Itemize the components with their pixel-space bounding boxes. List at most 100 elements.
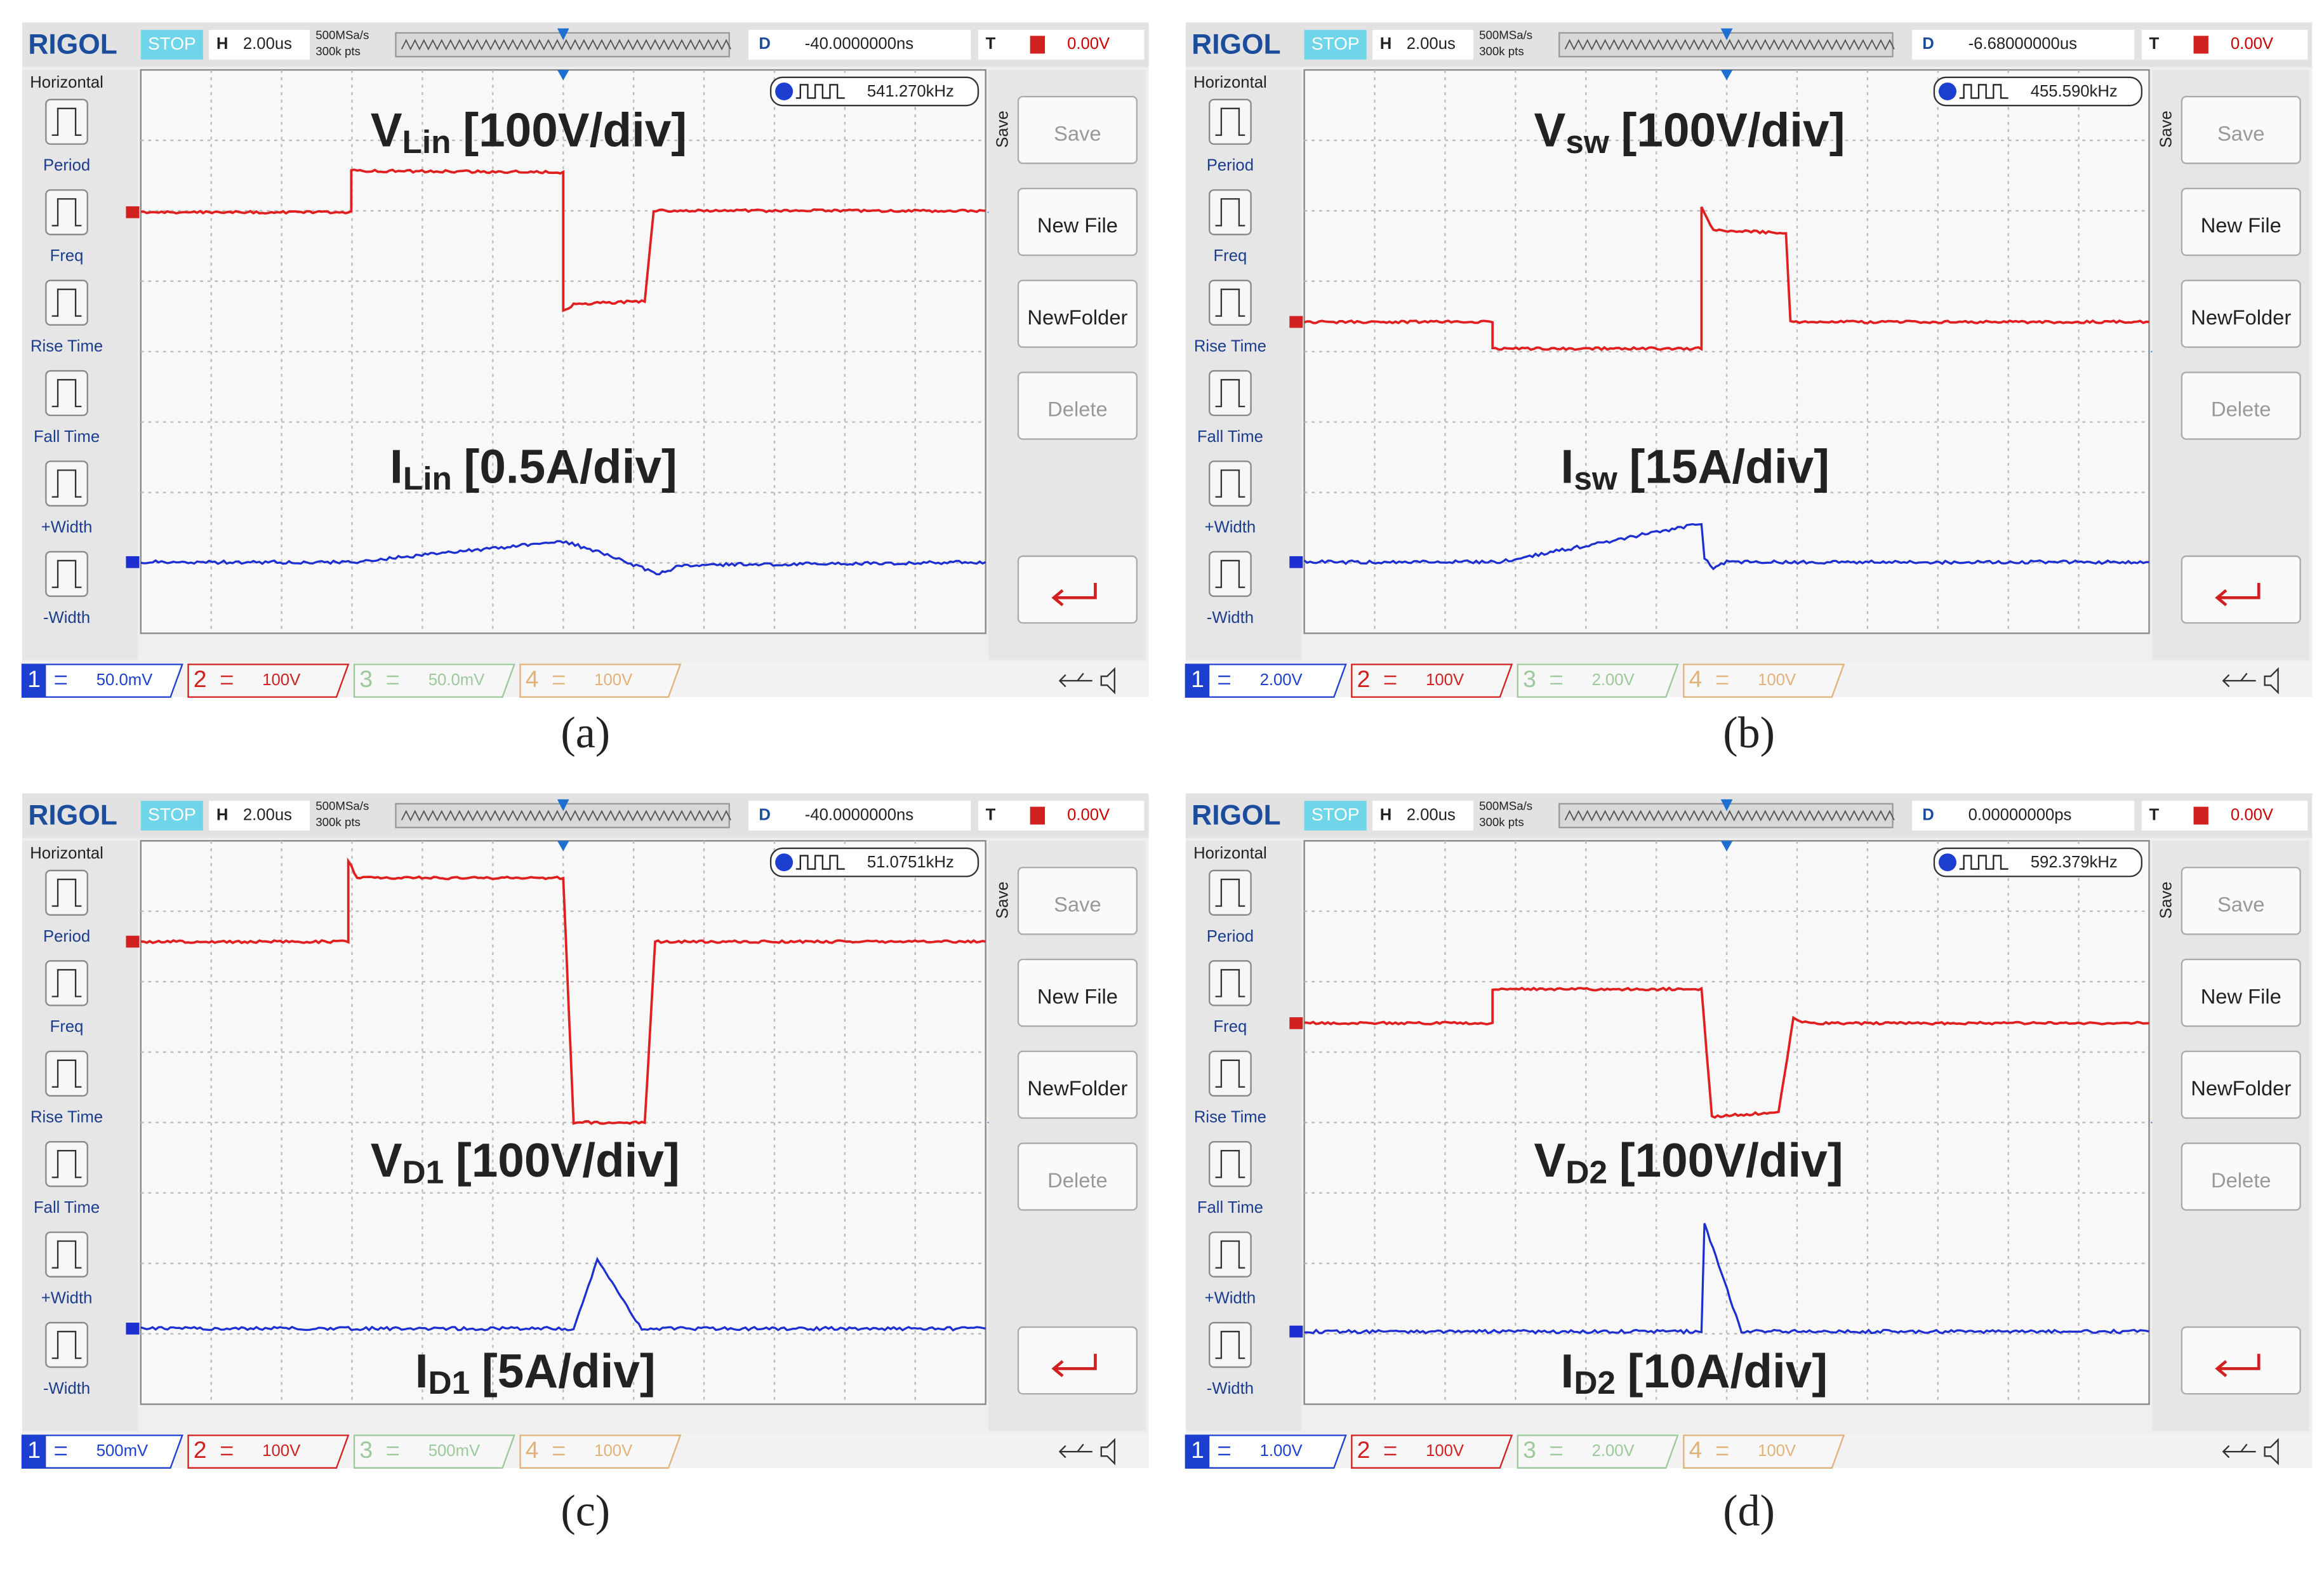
memory-depth: 300k pts [315,815,361,829]
channel-number: 4 [526,1436,539,1463]
trace-scale: [0.5A/div] [464,439,677,493]
trace-subscript: D1 [428,1365,470,1401]
channel-scale: 500mV [428,1442,481,1460]
timebase-label: H [1380,35,1392,53]
menu-button-label: New File [2201,984,2281,1008]
trace-symbol: V [371,1133,402,1187]
status: STOP [148,805,196,824]
channel-number: 3 [359,665,373,692]
return-button [1018,556,1137,623]
menu-item: Fall Time [1197,428,1263,446]
menu-icon [1209,552,1251,596]
menu-item: -Width [43,1380,90,1398]
menu-icon [46,1142,87,1186]
save-title: Save [2157,110,2175,148]
trigger-level: 0.00V [2231,806,2274,824]
save-title: Save [993,881,1011,919]
menu-icon [46,871,87,915]
trace-subscript: Lin [403,460,452,496]
trace-scale: [100V/div] [463,103,687,156]
sample-rate: 500MSa/s [1479,28,1532,41]
menu-button-label: New File [1037,984,1118,1008]
brand: RIGOL [28,29,117,60]
memory-depth: 300k pts [1479,815,1524,829]
menu-item: +Width [41,518,93,536]
menu-icon [46,281,87,325]
trace-subscript: sw [1574,460,1618,496]
menu-icon [1209,871,1251,915]
frequency: 592.379kHz [2031,853,2118,871]
scope-screen: RIGOL STOP H 2.00us 500MSa/s 300k pts D 0.00000… [1186,794,2312,1468]
menu-item: Period [1207,157,1254,175]
menu-icon [46,100,87,144]
trigger-level: 0.00V [2231,35,2274,53]
menu-item: Rise Time [30,1109,103,1126]
channel-number: 4 [1689,1436,1703,1463]
trace-subscript: sw [1565,123,1610,159]
trace-symbol: I [1561,1344,1574,1397]
menu-button-label: New File [1037,213,1118,237]
menu-item: Fall Time [34,428,100,446]
trigger-label: T [986,806,996,824]
menu-icon [1209,371,1251,415]
channel-number: 1 [27,1436,41,1463]
trigger-source [1030,807,1045,825]
status: STOP [1311,34,1360,53]
trace-subscript: D2 [1565,1154,1607,1190]
menu-icon [46,552,87,596]
menu-icon [1209,1052,1251,1096]
menu-icon [1209,1323,1251,1367]
timebase: 2.00us [243,35,292,53]
timebase: 2.00us [243,806,292,824]
menu-item: Period [43,928,90,945]
trigger-level: 0.00V [1067,806,1110,824]
channel-number: 2 [1357,1436,1371,1463]
trace-scale: [15A/div] [1630,439,1829,493]
menu-item: +Width [41,1289,93,1307]
channel1-marker [1289,1326,1303,1338]
trigger-source [1030,36,1045,53]
trigger-label: T [2149,35,2159,53]
channel2-marker [1289,316,1303,328]
menu-title: Horizontal [1193,74,1267,91]
menu-button-label: Save [2217,121,2264,145]
delay-label: D [759,806,771,824]
menu-title: Horizontal [1193,845,1267,862]
brand: RIGOL [1192,800,1280,831]
trace-symbol: V [1534,1133,1566,1187]
channel-scale: 100V [1758,671,1796,689]
menu-icon [46,1052,87,1096]
channel1-marker [1289,556,1303,568]
memory-depth: 300k pts [1479,44,1524,58]
trace-symbol: V [1534,103,1566,156]
menu-item: Fall Time [34,1199,100,1217]
menu-button-label: Delete [1047,397,1107,421]
trace-scale: [100V/div] [1619,1133,1843,1187]
caption: (a) [561,709,610,758]
menu-button-label: NewFolder [1027,305,1127,329]
menu-button-label: Save [2217,893,2264,916]
menu-button-label: Save [1054,893,1101,916]
channel2-marker [126,206,139,218]
channel-scale: 1.00V [1260,1442,1303,1460]
save-title: Save [993,110,1011,148]
delay: -40.0000000ns [805,806,913,824]
channel-scale: 100V [262,1442,301,1460]
channel-scale: 100V [1426,671,1464,689]
menu-item: -Width [1207,1380,1254,1398]
brand: RIGOL [28,800,117,831]
menu-item: Rise Time [1194,338,1266,356]
channel-number: 1 [1191,665,1204,692]
channel-scale: 2.00V [1592,1442,1635,1460]
menu-icon [46,190,87,234]
trace-scale: [100V/div] [456,1133,680,1187]
menu-icon [46,1232,87,1277]
return-button [1018,1327,1137,1394]
menu-item: Rise Time [1194,1109,1266,1126]
menu-item: Fall Time [1197,1199,1263,1217]
channel-number: 2 [1357,665,1371,692]
trigger-box [978,801,1145,831]
frequency: 51.0751kHz [867,853,954,871]
trace-scale: [100V/div] [1621,103,1845,156]
